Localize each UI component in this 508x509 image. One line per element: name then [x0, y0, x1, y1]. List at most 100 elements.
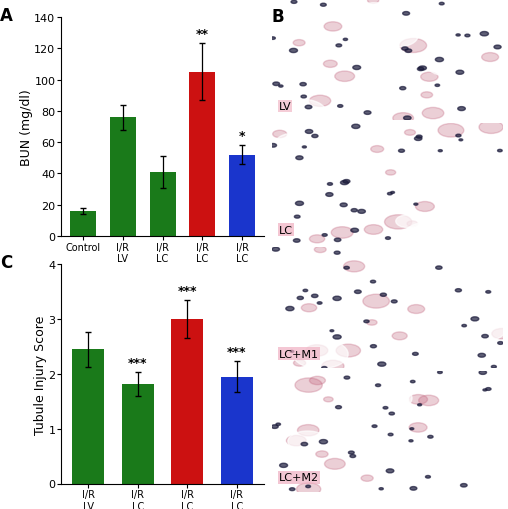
Circle shape [275, 134, 316, 155]
Circle shape [409, 395, 428, 405]
Text: LC+M2: LC+M2 [279, 472, 319, 483]
Circle shape [297, 297, 303, 300]
Circle shape [306, 485, 310, 488]
Circle shape [306, 345, 328, 356]
Circle shape [334, 239, 341, 242]
Circle shape [324, 61, 337, 68]
Circle shape [270, 144, 276, 148]
Circle shape [375, 58, 418, 80]
Circle shape [290, 49, 298, 53]
Circle shape [321, 4, 326, 7]
Circle shape [294, 466, 316, 478]
Circle shape [337, 391, 392, 420]
Circle shape [391, 300, 397, 303]
Text: **: ** [196, 29, 209, 41]
Circle shape [294, 216, 300, 219]
Circle shape [277, 100, 326, 126]
Bar [150, 173, 175, 237]
Circle shape [405, 50, 411, 53]
Circle shape [293, 41, 305, 47]
Circle shape [439, 4, 444, 6]
Circle shape [388, 433, 393, 436]
Circle shape [409, 440, 413, 442]
Circle shape [296, 202, 303, 206]
Circle shape [351, 209, 357, 212]
Circle shape [302, 325, 336, 343]
Circle shape [291, 2, 297, 5]
Circle shape [355, 291, 361, 294]
Circle shape [334, 251, 340, 254]
Circle shape [456, 35, 460, 37]
Circle shape [351, 229, 359, 233]
Circle shape [272, 248, 279, 251]
Circle shape [478, 354, 486, 357]
Circle shape [338, 123, 384, 147]
Circle shape [388, 193, 392, 195]
Circle shape [343, 261, 365, 272]
Circle shape [303, 195, 340, 215]
Text: ***: *** [227, 346, 247, 359]
Circle shape [386, 171, 396, 176]
Circle shape [353, 196, 394, 218]
Circle shape [344, 19, 382, 39]
Circle shape [438, 150, 442, 153]
Bar [122, 384, 154, 484]
Text: ***: *** [178, 285, 197, 297]
Circle shape [456, 71, 464, 75]
Circle shape [465, 35, 470, 38]
Circle shape [322, 234, 327, 237]
Circle shape [353, 66, 361, 70]
Circle shape [380, 294, 387, 297]
Circle shape [463, 319, 506, 341]
Circle shape [352, 125, 360, 129]
Circle shape [273, 131, 287, 138]
Circle shape [279, 86, 283, 88]
Circle shape [301, 442, 308, 446]
Circle shape [370, 345, 376, 348]
Circle shape [301, 96, 306, 99]
Circle shape [297, 483, 321, 496]
Circle shape [410, 428, 414, 430]
Circle shape [415, 137, 422, 141]
Circle shape [402, 48, 408, 51]
Circle shape [342, 376, 363, 386]
Circle shape [444, 209, 469, 222]
Circle shape [428, 436, 433, 438]
Circle shape [418, 68, 424, 71]
Circle shape [331, 227, 353, 239]
Circle shape [292, 321, 329, 341]
Circle shape [494, 46, 501, 50]
Circle shape [312, 135, 318, 138]
Text: A: A [0, 7, 13, 25]
Circle shape [377, 26, 418, 48]
Circle shape [403, 222, 458, 251]
Circle shape [455, 289, 461, 292]
Circle shape [336, 45, 342, 48]
Circle shape [279, 463, 288, 467]
Circle shape [416, 202, 434, 212]
Circle shape [412, 353, 418, 356]
Circle shape [324, 23, 342, 32]
Circle shape [426, 52, 473, 77]
Circle shape [400, 88, 406, 91]
Bar [171, 320, 203, 484]
Circle shape [300, 83, 306, 87]
Circle shape [479, 122, 503, 134]
Circle shape [372, 425, 377, 428]
Circle shape [483, 389, 487, 391]
Circle shape [276, 423, 280, 426]
Circle shape [369, 252, 420, 279]
Circle shape [322, 367, 327, 370]
Bar [70, 212, 96, 237]
Circle shape [318, 302, 322, 304]
Circle shape [418, 6, 472, 35]
Circle shape [343, 39, 347, 41]
Circle shape [301, 304, 316, 312]
Circle shape [296, 157, 303, 160]
Circle shape [364, 111, 371, 115]
Circle shape [322, 360, 344, 372]
Circle shape [386, 469, 394, 473]
Circle shape [410, 487, 417, 490]
Circle shape [416, 136, 422, 139]
Circle shape [418, 404, 422, 406]
